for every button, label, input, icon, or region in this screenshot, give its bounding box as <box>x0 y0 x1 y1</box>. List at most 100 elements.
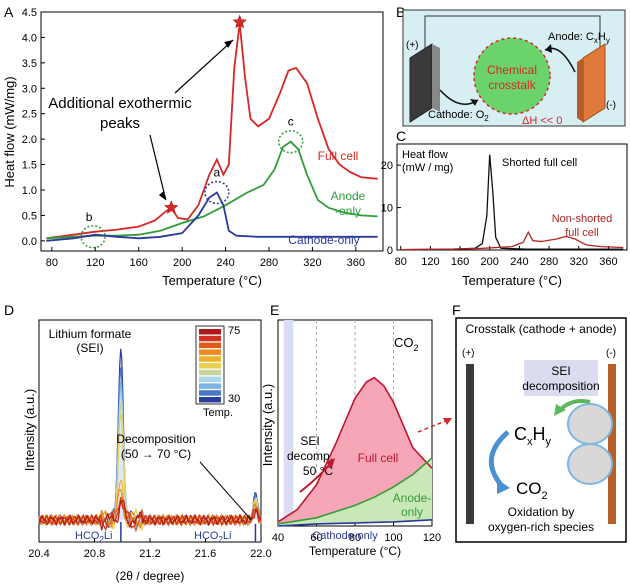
panel-f-particle-2 <box>567 443 613 485</box>
e-xtick-label: 60 <box>310 532 322 544</box>
panel-d-temp-legend <box>195 325 225 405</box>
d-xtick-label: 21.2 <box>139 548 160 560</box>
c-xtick-label: 280 <box>540 256 558 268</box>
d-legend-swatch <box>199 363 221 369</box>
d-decomp-arrow-2 <box>199 461 252 521</box>
a-ytick-label: 2.0 <box>22 134 37 146</box>
c-ytick-label: 0 <box>387 245 393 257</box>
a-xtick-label: 320 <box>303 257 321 269</box>
panel-c-legend-shorted: Shorted full cell <box>502 157 577 169</box>
a-ytick-label: 4.0 <box>22 32 37 44</box>
anode-plate-side <box>577 58 583 122</box>
panel-label-f: F <box>452 302 461 318</box>
panel-d-legend-title: Temp. <box>203 407 233 419</box>
c-xtick-label: 360 <box>599 256 617 268</box>
panel-b-arrow-anode-head <box>545 44 552 53</box>
panel-d-ref-1: HCO2Li <box>75 530 112 544</box>
a-circle-a <box>204 180 230 205</box>
a-arrow-1 <box>149 134 167 201</box>
a-circle-label-a: a <box>214 166 221 180</box>
a-arrow-head-2 <box>224 39 234 48</box>
a-xtick-label: 80 <box>46 257 58 269</box>
panel-f-plus: (+) <box>462 348 475 359</box>
panel-e-chart: 40 60 80 100 120 Temperature (°C) Intensity … <box>260 319 452 558</box>
a-xtick-label: 160 <box>130 257 148 269</box>
d-xtick-label: 21.6 <box>195 548 216 560</box>
a-ytick-label: 0.0 <box>22 236 37 248</box>
panel-f-blue-arrow-head <box>497 479 510 494</box>
panel-label-e: E <box>270 302 279 318</box>
panel-c-legend-nonshorted-2: full cell <box>565 227 599 239</box>
d-legend-swatch <box>199 356 221 362</box>
a-ytick-label: 3.0 <box>22 83 37 95</box>
panel-b-diagram: Chemical crosstalk (+) (-) Anode: CxHy C… <box>402 9 626 127</box>
panel-e-series <box>277 376 433 527</box>
a-arrow-head-1 <box>158 191 166 201</box>
panel-label-d: D <box>4 302 14 318</box>
panel-e-x-ticks: 40 60 80 100 120 <box>272 522 441 544</box>
d-xtick-label: 20.4 <box>28 548 49 560</box>
panel-a-annotation-title: Additional exothermic <box>48 95 192 112</box>
anode-plate <box>582 43 606 123</box>
e-anode-fill <box>278 458 432 526</box>
panel-e-link-arrow <box>417 419 449 433</box>
panel-e-legend-anode-1: Anode- <box>393 491 432 505</box>
panel-e-xlabel: Temperature (°C) <box>309 544 401 558</box>
panel-f-title: Crosstalk (cathode + anode) <box>465 322 616 336</box>
panel-b-dh: ΔH << 0 <box>522 115 562 127</box>
panel-d-xlabel: (2θ / degree) <box>116 569 185 583</box>
c-xtick-label: 120 <box>421 256 439 268</box>
e-full-fill <box>278 377 432 524</box>
panel-e-sei-arrow-head <box>326 458 335 468</box>
panel-b-center-2: crosstalk <box>488 78 536 92</box>
panel-a-annotations: a b c <box>80 14 304 249</box>
panel-c-series <box>400 154 624 251</box>
e-xtick-label: 80 <box>349 532 361 544</box>
panel-c-xlabel: Temperature (°C) <box>462 273 562 288</box>
e-series-line-2 <box>277 519 433 527</box>
c-xtick-label: 200 <box>481 256 499 268</box>
a-ytick-label: 3.5 <box>22 58 37 70</box>
panel-e-gas: CO2 <box>394 335 419 353</box>
a-series-line-2 <box>46 191 378 242</box>
panel-f-green-arrow-head <box>554 404 566 416</box>
a-circle-label-c: c <box>288 115 294 129</box>
panel-b-anode-label: Anode: CxHy <box>548 31 610 45</box>
e-xtick-label: 100 <box>384 532 402 544</box>
panel-f-ox-1: Oxidation by <box>508 505 575 519</box>
a-xtick-label: 120 <box>86 257 104 269</box>
panel-a-legend-full: Full cell <box>318 149 359 163</box>
panel-f-cxhy: CxHy <box>514 424 552 448</box>
d-legend-swatch <box>199 349 221 355</box>
a-xtick-label: 200 <box>173 257 191 269</box>
panel-f-co2: CO2 <box>516 479 548 502</box>
d-legend-swatch <box>199 369 221 376</box>
a-xtick-label: 240 <box>216 257 234 269</box>
d-series-line-10 <box>38 499 262 531</box>
d-legend-swatch <box>199 390 221 396</box>
panel-e-sei-2: decomp. <box>287 449 333 463</box>
a-circle-label-b: b <box>86 210 93 224</box>
d-legend-swatch <box>199 335 221 342</box>
panel-c-frame <box>396 143 628 251</box>
a-ytick-label: 1.0 <box>22 185 37 197</box>
d-xtick-label: 22.0 <box>250 548 271 560</box>
panel-f-sei-2: decomposition <box>522 379 599 393</box>
panel-e-legend-cathode: Cathode-only <box>312 530 378 542</box>
panel-f-anode <box>608 364 616 524</box>
panel-f-particle-1 <box>567 403 613 445</box>
e-series-line-0 <box>277 376 433 523</box>
a-star-marker-0 <box>163 200 179 214</box>
crosstalk-circle <box>473 37 551 115</box>
panel-a-legend-anode-2: -only <box>335 204 361 218</box>
panel-d-series <box>38 348 262 533</box>
panel-d-ylabel: Intensity (a.u.) <box>22 389 37 471</box>
panel-d-x-ticks: 20.4 20.8 21.2 21.6 22.0 <box>28 522 272 560</box>
e-sei-band <box>283 320 294 526</box>
panel-b-wire <box>424 15 601 50</box>
panel-label-c: C <box>396 128 406 144</box>
e-xtick-label: 120 <box>423 532 441 544</box>
panel-a-chart: 0.0 0.5 1.0 1.5 2.0 2.5 3.0 3.5 4.0 4.5 80 120 160 2… <box>2 7 384 288</box>
panel-c-y-ticks: 0 10 20 <box>381 160 401 257</box>
panel-e-legend-full: Full cell <box>358 451 399 465</box>
